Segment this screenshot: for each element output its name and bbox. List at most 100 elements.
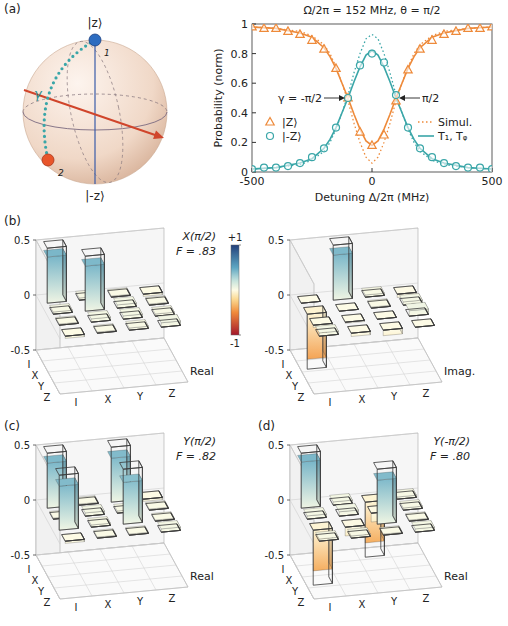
measured-bar [342, 314, 365, 324]
bar-face [62, 533, 85, 541]
measured-bar [94, 324, 117, 334]
title: X(π/2) [182, 230, 216, 243]
ideal-face [304, 306, 327, 314]
z-grid-line [36, 543, 164, 599]
ideal-face [333, 243, 352, 300]
floor-grid [54, 371, 182, 383]
legend-symbol [418, 121, 434, 123]
row-label: Y [291, 381, 299, 392]
row-label: X [32, 575, 39, 586]
legend-symbol [418, 135, 434, 137]
measured-bar [368, 299, 391, 309]
annotation: γ = -π/2 [278, 92, 322, 105]
bar-face [140, 286, 163, 294]
marker [416, 45, 424, 53]
bar-face [126, 320, 149, 328]
label: γ [34, 86, 43, 101]
marker [465, 164, 472, 171]
bar-shade [63, 249, 67, 302]
ideal-face [126, 527, 149, 535]
measured-bar [316, 325, 339, 337]
measured-bar [62, 328, 85, 339]
ideal-face [348, 325, 371, 333]
ideal-bar [336, 508, 359, 516]
measured-bar [158, 314, 181, 327]
bar-face [362, 287, 385, 295]
bar-face [374, 311, 397, 319]
ideal-face [62, 328, 85, 336]
bar-face [336, 303, 359, 311]
bar-shade [317, 454, 321, 507]
ideal-face [316, 533, 339, 541]
ideal-face [94, 325, 117, 333]
annotation-arrow [324, 98, 341, 99]
ideal-bar [62, 533, 85, 541]
ideal-bar [152, 513, 175, 521]
ideal-face [146, 297, 169, 305]
colorbar-tick-label: -1 [230, 338, 240, 349]
measured-bar [412, 319, 435, 327]
z-tick-label: 0.5 [268, 235, 284, 246]
marker [368, 141, 376, 149]
bloch-sphere: |z⟩|-z⟩12γ [23, 16, 167, 203]
ideal-bar [348, 530, 371, 538]
z-tick-label: 0 [24, 290, 30, 301]
series-line [252, 27, 492, 145]
ideal-face [298, 445, 321, 453]
measured-bar [62, 533, 85, 544]
ideal-bar [56, 317, 79, 325]
ideal-face [158, 524, 181, 532]
z-grid-line [290, 543, 418, 599]
panel-label: (d) [258, 419, 275, 433]
ideal-bar [304, 511, 327, 519]
ideal-bar [114, 300, 137, 308]
bar-face [380, 322, 403, 330]
ideal-bar [94, 325, 117, 333]
measured-bar [406, 512, 429, 522]
col-label: Y [136, 596, 144, 607]
ideal-face [88, 519, 111, 527]
measured-bar [304, 508, 327, 520]
row-label: X [32, 370, 39, 381]
marker [417, 145, 424, 152]
annotation: π/2 [422, 92, 439, 105]
ideal-face [82, 248, 105, 256]
marker [308, 36, 316, 44]
bar-face [298, 295, 321, 303]
measured-bar [348, 528, 371, 539]
measured-bar [362, 287, 385, 298]
ideal-face [75, 467, 79, 529]
bar-face [50, 304, 73, 312]
col-label: X [105, 394, 112, 405]
ideal-bar [298, 295, 321, 303]
measured-bar [412, 521, 435, 533]
marker [296, 30, 304, 38]
col-label: Z [169, 593, 176, 604]
bar-face [63, 249, 67, 302]
bar-face [101, 258, 105, 310]
annotation-arrowhead [399, 95, 405, 101]
bar-face [316, 531, 339, 539]
colorbar-tick [239, 335, 241, 336]
ideal-face [406, 308, 429, 316]
col-label: Z [423, 593, 430, 604]
marker [488, 24, 492, 30]
ideal-bar [374, 461, 397, 524]
ideal-face [393, 461, 397, 523]
ideal-face [146, 502, 169, 510]
marker [369, 50, 376, 57]
marker [344, 94, 352, 102]
ideal-bar [380, 527, 403, 535]
part-label: Imag. [444, 365, 475, 378]
row-label: I [28, 564, 31, 575]
ideal-bar [400, 502, 423, 510]
process-matrix-panel: -0.500.5IXYZIXYZImag. [264, 228, 475, 408]
bar-face [62, 328, 85, 336]
measured-bar [146, 296, 169, 306]
process-matrix-panel: (d)-0.500.5IXYZIXYZY(-π/2)F = .80Real [258, 419, 470, 613]
measured-bar [380, 322, 403, 336]
z-tick-label: 0 [278, 495, 284, 506]
bar-face [75, 478, 79, 529]
label: 2 [58, 168, 64, 178]
row-label: X [286, 575, 293, 586]
